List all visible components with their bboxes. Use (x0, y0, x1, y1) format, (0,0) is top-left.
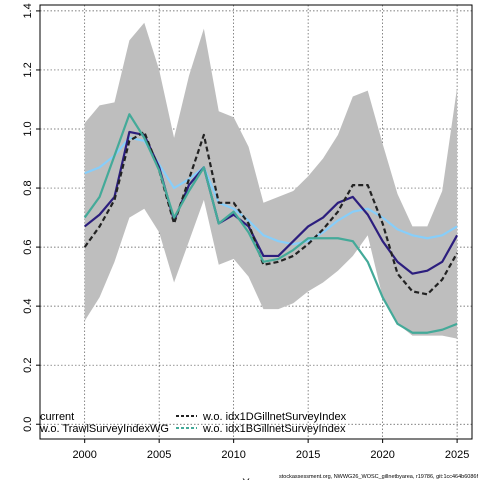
x-axis-title: Y (242, 477, 250, 480)
x-tick-label: 2005 (147, 449, 171, 461)
confidence-band (84, 22, 458, 339)
x-tick-label: 2010 (221, 449, 245, 461)
y-tick-label: 1.4 (22, 3, 34, 18)
confidence-band-group (84, 22, 458, 339)
legend-label-idx1b: w.o. idx1BGillnetSurveyIndex (202, 423, 346, 435)
series-lines-group (83, 113, 459, 334)
legend: current w.o. TrawlSurveyIndexWG w.o. idx… (39, 411, 347, 435)
x-axis: 2000 2005 2010 2015 2020 2025 (72, 439, 469, 461)
y-tick-label: 0.8 (22, 180, 34, 195)
y-tick-label: 1.2 (22, 62, 34, 77)
y-tick-label: 0.4 (22, 298, 34, 313)
x-tick-label: 2020 (370, 449, 394, 461)
series-line-3 (83, 113, 458, 334)
y-tick-label: 0.6 (22, 239, 34, 254)
y-tick-label: 0.2 (22, 358, 34, 373)
plot-frame (39, 4, 473, 440)
legend-label-idx1d: w.o. idx1DGillnetSurveyIndex (202, 411, 347, 423)
series-line-1 (84, 130, 459, 275)
y-tick-label: 1.0 (22, 121, 34, 136)
y-tick-label: 0.0 (22, 417, 34, 432)
x-tick-label: 2015 (296, 449, 320, 461)
footer-credit: stockassessment.org, NWWG26_WOSC_gillnet… (279, 474, 478, 480)
x-tick-label: 2025 (445, 449, 469, 461)
legend-label-current: current (40, 411, 74, 423)
y-axis: 0.0 0.2 0.4 0.6 0.8 1.0 1.2 1.4 (22, 3, 40, 432)
x-tick-label: 2000 (72, 449, 96, 461)
legend-label-trawl: w.o. TrawlSurveyIndexWG (39, 423, 169, 435)
